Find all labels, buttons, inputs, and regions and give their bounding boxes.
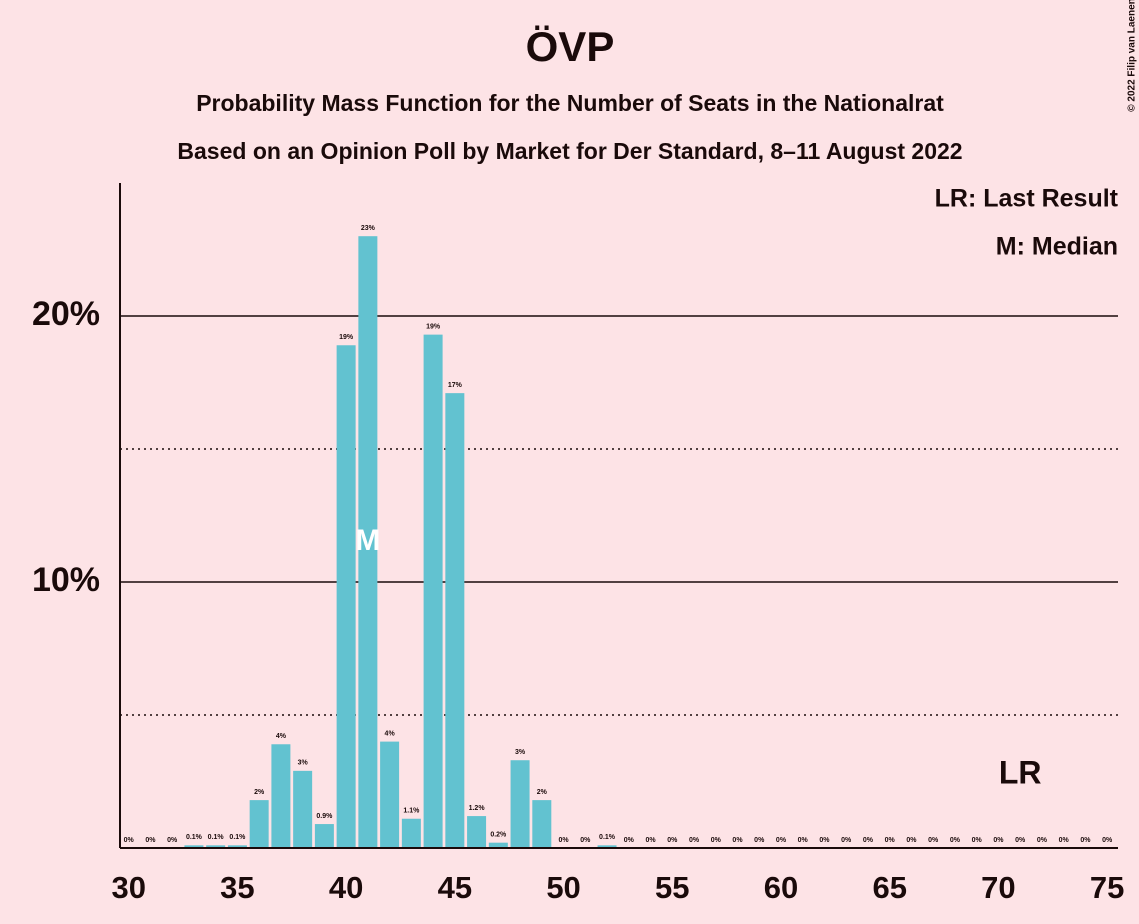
data-label: 0% <box>841 837 852 844</box>
data-label: 0% <box>624 837 635 844</box>
chart-subtitle: Probability Mass Function for the Number… <box>196 90 944 116</box>
data-label: 0% <box>885 837 896 844</box>
bar <box>401 818 421 848</box>
copyright: © 2022 Filip van Laenen <box>1127 0 1138 112</box>
data-label: 2% <box>537 789 548 796</box>
data-label: 0% <box>124 837 135 844</box>
data-label: 0% <box>819 837 830 844</box>
data-label: 2% <box>254 789 265 796</box>
data-label: 3% <box>515 749 526 756</box>
data-label: 0% <box>1102 837 1113 844</box>
x-tick-label: 65 <box>872 870 906 905</box>
data-label: 0% <box>1080 837 1091 844</box>
data-label: 0% <box>776 837 787 844</box>
data-label: 0.1% <box>599 834 616 841</box>
y-tick-label: 20% <box>32 295 100 333</box>
bar <box>314 824 334 848</box>
data-label: 0% <box>711 837 722 844</box>
bar <box>423 334 443 848</box>
data-label: 3% <box>298 760 309 767</box>
data-label: 0.1% <box>208 834 225 841</box>
x-tick-label: 70 <box>981 870 1015 905</box>
data-label: 0.1% <box>229 834 246 841</box>
legend-entry: M: Median <box>996 233 1118 261</box>
data-label: 1.1% <box>403 808 420 815</box>
data-label: 0% <box>950 837 961 844</box>
data-label: 0% <box>1015 837 1026 844</box>
bar <box>358 236 378 848</box>
x-tick-label: 45 <box>438 870 472 905</box>
data-label: 0% <box>993 837 1004 844</box>
bar <box>336 345 356 848</box>
x-tick-label: 50 <box>546 870 580 905</box>
data-label: 0% <box>689 837 700 844</box>
data-label: 0% <box>558 837 569 844</box>
x-tick-label: 60 <box>764 870 798 905</box>
bar <box>293 770 313 848</box>
data-label: 0% <box>798 837 809 844</box>
x-tick-label: 30 <box>111 870 145 905</box>
data-label: 0.9% <box>316 813 333 820</box>
x-tick-label: 75 <box>1090 870 1124 905</box>
x-tick-label: 40 <box>329 870 363 905</box>
data-label: 0% <box>645 837 656 844</box>
median-marker: M <box>355 524 380 557</box>
data-label: 0% <box>1059 837 1070 844</box>
data-label: 0% <box>754 837 765 844</box>
data-label: 0.2% <box>490 832 507 839</box>
data-label: 1.2% <box>469 805 486 812</box>
data-label: 0% <box>906 837 917 844</box>
legend-entry: LR: Last Result <box>935 185 1119 213</box>
data-label: 0% <box>732 837 743 844</box>
data-label: 4% <box>385 730 396 737</box>
x-tick-label: 55 <box>655 870 689 905</box>
data-label: 0% <box>1037 837 1048 844</box>
data-label: 0.1% <box>186 834 203 841</box>
bar <box>532 800 552 848</box>
data-label: 4% <box>276 733 287 740</box>
bar <box>184 845 204 848</box>
bar <box>510 760 530 848</box>
bar <box>597 845 617 848</box>
data-label: 0% <box>667 837 678 844</box>
data-label: 0% <box>580 837 591 844</box>
data-label: 0% <box>167 837 178 844</box>
data-label: 0% <box>972 837 983 844</box>
data-label: 0% <box>145 837 156 844</box>
last-result-marker: LR <box>999 754 1042 790</box>
bar <box>488 842 508 848</box>
data-label: 0% <box>928 837 939 844</box>
bar <box>380 741 400 848</box>
chart-subtitle: Based on an Opinion Poll by Market for D… <box>177 138 962 164</box>
bar <box>227 845 247 848</box>
bar <box>249 800 269 848</box>
bar <box>206 845 226 848</box>
data-label: 19% <box>339 334 354 341</box>
bar <box>467 816 487 848</box>
data-label: 17% <box>448 382 463 389</box>
bar <box>445 393 465 848</box>
bar <box>271 744 291 848</box>
data-label: 0% <box>863 837 874 844</box>
data-label: 19% <box>426 323 441 330</box>
data-label: 23% <box>361 225 376 232</box>
y-tick-label: 10% <box>32 561 100 599</box>
x-tick-label: 35 <box>220 870 254 905</box>
chart-title: ÖVP <box>526 23 615 70</box>
